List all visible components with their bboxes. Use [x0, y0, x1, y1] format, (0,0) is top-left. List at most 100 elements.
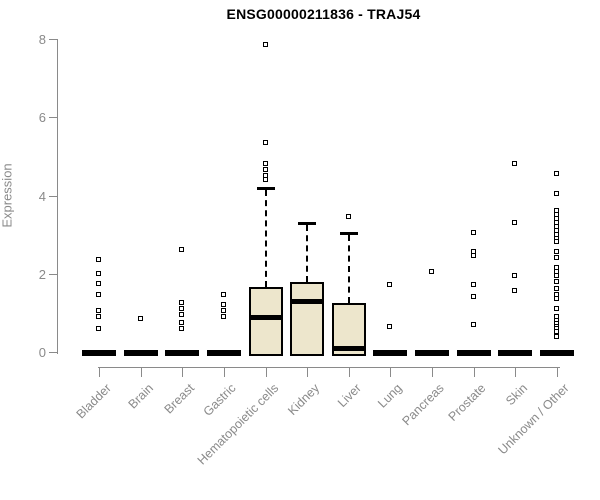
outlier-point [221, 314, 226, 319]
outlier-point [512, 220, 517, 225]
median-line [334, 346, 364, 351]
outlier-point [554, 273, 559, 278]
collapsed-box [124, 350, 158, 356]
outlier-point [96, 308, 101, 313]
x-axis-tick [515, 368, 516, 377]
outlier-point [471, 230, 476, 235]
outlier-point [179, 326, 184, 331]
x-axis-tick [390, 368, 391, 377]
x-axis-tick-label: Kidney [284, 381, 322, 418]
x-axis-tick-label: Breast [161, 381, 197, 417]
y-axis-tick [49, 196, 57, 197]
outlier-point [554, 329, 559, 334]
outlier-point [221, 308, 226, 313]
outlier-point [179, 247, 184, 252]
box-iqr [249, 287, 283, 356]
outlier-point [96, 271, 101, 276]
median-line [251, 315, 281, 320]
y-axis-line [57, 39, 58, 354]
y-axis-tick-label: 0 [38, 345, 46, 360]
outlier-point [554, 334, 559, 339]
x-axis-tick-label: Liver [334, 381, 364, 411]
y-axis-tick [49, 39, 57, 40]
upper-whisker-cap [340, 232, 358, 235]
x-axis-tick-label: Hematopoietic cells [194, 381, 281, 468]
x-axis-tick-label: Skin [502, 381, 530, 409]
x-axis-tick [307, 368, 308, 377]
outlier-point [554, 286, 559, 291]
collapsed-box [498, 350, 532, 356]
upper-whisker [306, 225, 308, 282]
upper-whisker-cap [257, 187, 275, 190]
y-axis-tick [49, 274, 57, 275]
outlier-point [554, 249, 559, 254]
outlier-point [554, 171, 559, 176]
x-axis-tick-label: Pancreas [399, 381, 447, 429]
outlier-point [138, 316, 143, 321]
outlier-point [429, 269, 434, 274]
outlier-point [263, 167, 268, 172]
outlier-point [179, 300, 184, 305]
x-axis-tick [474, 368, 475, 377]
outlier-point [512, 273, 517, 278]
y-axis-tick-label: 8 [38, 32, 46, 47]
collapsed-box [457, 350, 491, 356]
median-line [292, 299, 322, 304]
y-axis-tick [49, 117, 57, 118]
outlier-point [96, 281, 101, 286]
outlier-point [554, 296, 559, 301]
outlier-point [554, 279, 559, 284]
x-axis-line [98, 367, 560, 368]
outlier-point [512, 161, 517, 166]
y-axis-tick [49, 352, 57, 353]
y-axis-tick-label: 2 [38, 267, 46, 282]
outlier-point [96, 292, 101, 297]
x-axis-tick-label: Prostate [446, 381, 489, 424]
y-axis-label: Expression [0, 163, 15, 228]
outlier-point [554, 239, 559, 244]
outlier-point [221, 292, 226, 297]
y-axis-tick-label: 6 [38, 110, 46, 125]
outlier-point [221, 302, 226, 307]
collapsed-box [207, 350, 241, 356]
outlier-point [96, 257, 101, 262]
outlier-point [554, 255, 559, 260]
outlier-point [179, 306, 184, 311]
outlier-point [263, 140, 268, 145]
outlier-point [263, 177, 268, 182]
box-iqr [290, 282, 324, 356]
x-axis-tick [349, 368, 350, 377]
outlier-point [554, 306, 559, 311]
x-axis-tick [224, 368, 225, 377]
collapsed-box [373, 350, 407, 356]
outlier-point [263, 42, 268, 47]
x-axis-tick-label: Brain [125, 381, 156, 412]
upper-whisker-cap [298, 222, 316, 225]
collapsed-box [415, 350, 449, 356]
outlier-point [471, 322, 476, 327]
upper-whisker [348, 235, 350, 303]
x-axis-tick [432, 368, 433, 377]
outlier-point [512, 288, 517, 293]
collapsed-box [540, 350, 574, 356]
outlier-point [96, 326, 101, 331]
outlier-point [179, 312, 184, 317]
x-axis-tick [182, 368, 183, 377]
outlier-point [471, 282, 476, 287]
x-axis-tick [141, 368, 142, 377]
x-axis-tick [266, 368, 267, 377]
x-axis-tick-label: Bladder [73, 381, 114, 422]
x-axis-tick [99, 368, 100, 377]
collapsed-box [165, 350, 199, 356]
x-axis-tick-label: Lung [375, 381, 405, 411]
collapsed-box [82, 350, 116, 356]
outlier-point [96, 314, 101, 319]
outlier-point [471, 294, 476, 299]
chart-title: ENSG00000211836 - TRAJ54 [226, 6, 421, 22]
outlier-point [387, 282, 392, 287]
outlier-point [554, 191, 559, 196]
y-axis-tick-label: 4 [38, 189, 46, 204]
outlier-point [387, 324, 392, 329]
x-axis-tick-label: Gastric [201, 381, 239, 419]
